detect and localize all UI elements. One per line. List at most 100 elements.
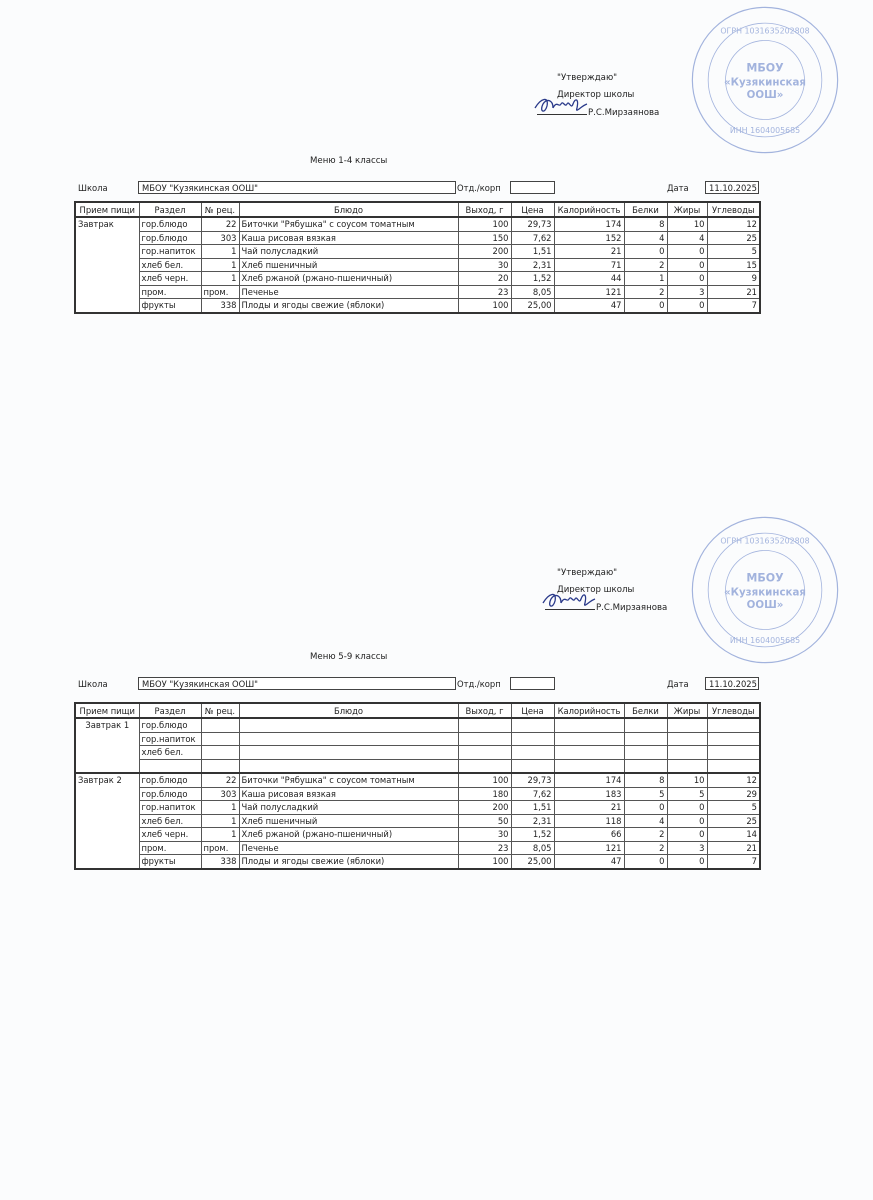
cell-dish: Чай полусладкий [238, 800, 459, 815]
cell-yield [457, 758, 512, 774]
cell-fat: 4 [666, 230, 708, 245]
cell-calories: 47 [553, 298, 625, 313]
cell-calories: 174 [553, 216, 625, 232]
cell-fat: 0 [666, 257, 708, 272]
cell-carbs: 25 [706, 813, 761, 828]
cell-protein: 0 [623, 298, 668, 313]
header-row: Прием пищи Раздел № рец. Блюдо Выход, г Цена К… [74, 201, 761, 218]
approve-label: "Утверждаю" [557, 568, 618, 578]
cell-recipe-no: 22 [200, 772, 240, 788]
cell-protein: 8 [623, 772, 668, 788]
cell-section: хлеб бел. [138, 813, 202, 828]
cell-recipe-no: пром. [200, 840, 240, 855]
cell-price [510, 745, 555, 760]
director-name: Р.С.Мирзаянова [596, 603, 668, 613]
header-price: Цена [510, 201, 555, 218]
cell-fat: 0 [666, 244, 708, 259]
cell-calories [553, 758, 625, 774]
cell-dish: Хлеб пшеничный [238, 257, 459, 272]
cell-yield: 200 [457, 800, 512, 815]
director-label: Директор школы [557, 90, 635, 100]
header-meal: Прием пищи [74, 201, 140, 218]
cell-carbs: 7 [706, 298, 761, 313]
header-recipe-no: № рец. [200, 702, 240, 719]
cell-dish: Хлеб пшеничный [238, 813, 459, 828]
cell-section: пром. [138, 284, 202, 299]
cell-dish: Каша рисовая вязкая [238, 230, 459, 245]
cell-section: фрукты [138, 298, 202, 313]
cell-protein: 4 [623, 230, 668, 245]
table-row: гор.напиток 1 Чай полусладкий 200 1,51 21 0 0 5 [75, 244, 761, 259]
cell-dish [238, 731, 459, 746]
cell-dish: Биточки "Рябушка" с соусом томатным [238, 216, 459, 232]
cell-protein: 0 [623, 800, 668, 815]
cell-dish: Плоды и ягоды свежие (яблоки) [238, 854, 459, 869]
cell-protein: 5 [623, 786, 668, 801]
cell-recipe-no: 338 [200, 854, 240, 869]
cell-recipe-no [200, 717, 240, 733]
cell-carbs [706, 758, 761, 774]
cell-section: хлеб черн. [138, 827, 202, 842]
table-row: Завтрак 2 гор.блюдо 22 Биточки "Рябушка" с … [74, 772, 761, 869]
dept-field [510, 677, 555, 690]
cell-carbs: 9 [706, 271, 761, 286]
approval-block: "Утверждаю" Директор школы Р.С.Мирзаянов… [534, 70, 659, 122]
cell-protein [623, 717, 668, 733]
cell-section: гор.напиток [138, 244, 202, 259]
cell-carbs: 7 [706, 854, 761, 869]
cell-fat: 0 [666, 854, 708, 869]
header-carbs: Углеводы [706, 702, 761, 719]
cell-fat: 10 [666, 216, 708, 232]
cell-fat [666, 731, 708, 746]
cell-recipe-no [200, 745, 240, 760]
cell-dish: Каша рисовая вязкая [238, 786, 459, 801]
date-field: 11.10.2025 [705, 181, 759, 194]
header-recipe-no: № рец. [200, 201, 240, 218]
cell-price: 1,52 [510, 827, 555, 842]
cell-calories: 44 [553, 271, 625, 286]
cell-fat: 0 [666, 800, 708, 815]
table-row: гор.напиток [75, 731, 761, 746]
cell-calories: 21 [553, 800, 625, 815]
menu-table-5-9: Прием пищи Раздел № рец. Блюдо Выход, г Цена К… [74, 702, 761, 870]
cell-fat [666, 758, 708, 774]
date-field: 11.10.2025 [705, 677, 759, 690]
cell-protein [623, 731, 668, 746]
cell-meal: Завтрак 2 [74, 772, 140, 869]
svg-text:ИНН 1604005685: ИНН 1604005685 [730, 636, 800, 645]
cell-carbs: 25 [706, 230, 761, 245]
cell-carbs: 29 [706, 786, 761, 801]
cell-section: гор.блюдо [138, 786, 202, 801]
header-fat: Жиры [666, 201, 708, 218]
cell-recipe-no: 1 [200, 257, 240, 272]
cell-price: 1,52 [510, 271, 555, 286]
approve-label: "Утверждаю" [557, 73, 618, 83]
school-field: МБОУ "Кузякинская ООШ" [138, 181, 456, 194]
signature [542, 593, 596, 610]
cell-section: гор.блюдо [138, 230, 202, 245]
cell-section: гор.блюдо [138, 772, 202, 788]
cell-calories: 71 [553, 257, 625, 272]
cell-dish: Биточки "Рябушка" с соусом томатным [238, 772, 459, 788]
table-row: фрукты 338 Плоды и ягоды свежие (яблоки) 10… [75, 854, 761, 869]
cell-recipe-no: 1 [200, 800, 240, 815]
header-protein: Белки [623, 702, 668, 719]
director-label: Директор школы [557, 585, 635, 595]
cell-yield: 200 [457, 244, 512, 259]
table-row: Завтрак 1 гор.блюдо [74, 717, 761, 774]
cell-recipe-no: 303 [200, 230, 240, 245]
cell-protein: 4 [623, 813, 668, 828]
header-section: Раздел [138, 702, 202, 719]
cell-yield [457, 745, 512, 760]
cell-yield: 100 [457, 854, 512, 869]
header-dish: Блюдо [238, 702, 459, 719]
cell-recipe-no: 1 [200, 827, 240, 842]
table-row: пром. пром. Печенье 23 8,05 121 2 3 21 [75, 840, 761, 855]
header-section: Раздел [138, 201, 202, 218]
svg-text:МБОУ: МБОУ [746, 61, 784, 74]
cell-fat: 0 [666, 271, 708, 286]
cell-recipe-no: 338 [200, 298, 240, 313]
cell-fat: 3 [666, 840, 708, 855]
table-row [75, 758, 761, 774]
cell-recipe-no: 1 [200, 813, 240, 828]
